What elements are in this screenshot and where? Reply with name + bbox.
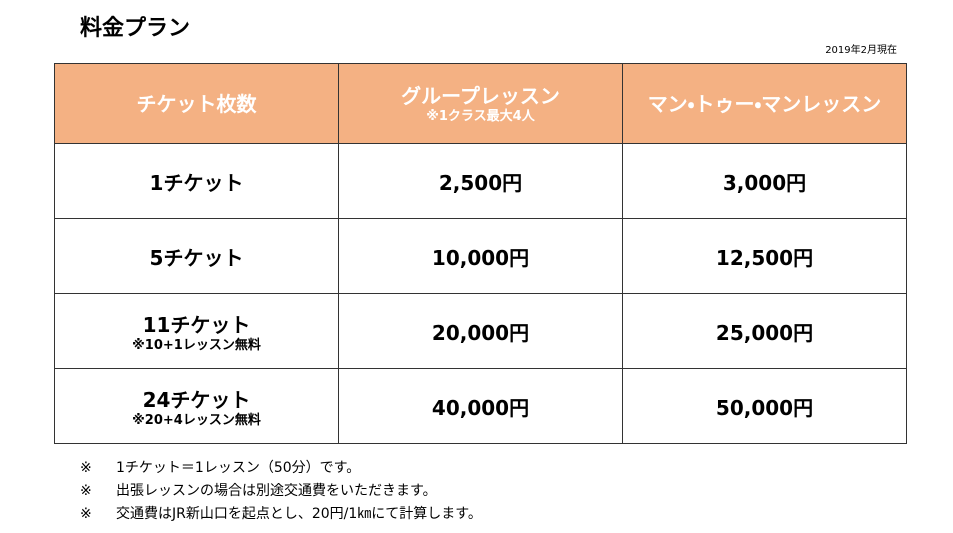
- header-text: グループレッスン: [401, 83, 560, 108]
- table-row: 5チケット 10,000円 12,500円: [54, 218, 907, 294]
- private-price: 50,000円: [622, 368, 907, 444]
- private-price: 3,000円: [622, 143, 907, 219]
- private-price: 25,000円: [622, 293, 907, 369]
- page-title: 料金プラン: [80, 16, 191, 41]
- footnote: ※ 出張レッスンの場合は別途交通費をいただきます。: [80, 480, 482, 503]
- ticket-cell: 1チケット: [54, 143, 339, 219]
- group-price: 20,000円: [338, 293, 623, 369]
- header-cell: チケット枚数: [54, 63, 339, 144]
- date-note: 2019年2月現在: [825, 45, 897, 56]
- footnote-mark: ※: [80, 483, 92, 499]
- table-row: 24チケット ※20+4レッスン無料 40,000円 50,000円: [54, 368, 907, 444]
- ticket-label: 11チケット: [142, 312, 251, 337]
- table-row: 1チケット 2,500円 3,000円: [54, 143, 907, 219]
- ticket-label: 5チケット: [149, 245, 244, 270]
- footnote-text: 交通費はJR新山口を起点とし、20円/1㎞にて計算します。: [116, 506, 482, 522]
- header-note: ※1クラス最大4人: [426, 108, 535, 124]
- header-row: チケット枚数 グループレッスン ※1クラス最大4人 マン・トゥー・マンレッスン: [54, 63, 907, 144]
- ticket-cell: 11チケット ※10+1レッスン無料: [54, 293, 339, 369]
- footnote-text: 出張レッスンの場合は別途交通費をいただきます。: [116, 483, 437, 499]
- group-price: 10,000円: [338, 218, 623, 294]
- ticket-note: ※20+4レッスン無料: [132, 412, 261, 428]
- header-text: チケット枚数: [136, 91, 257, 116]
- private-price: 12,500円: [622, 218, 907, 294]
- header-cell: マン・トゥー・マンレッスン: [622, 63, 907, 144]
- header-text: マン・トゥー・マンレッスン: [647, 91, 882, 116]
- footnote-text: 1チケット＝1レッスン（50分）です。: [116, 460, 361, 476]
- ticket-cell: 24チケット ※20+4レッスン無料: [54, 368, 339, 444]
- table-body: 1チケット 2,500円 3,000円 5チケット 10,000円 12,500円 11チケ…: [54, 143, 907, 444]
- ticket-label: 1チケット: [149, 170, 244, 195]
- header-cell: グループレッスン ※1クラス最大4人: [338, 63, 623, 144]
- footnote: ※ 交通費はJR新山口を起点とし、20円/1㎞にて計算します。: [80, 503, 482, 526]
- ticket-cell: 5チケット: [54, 218, 339, 294]
- price-table: チケット枚数 グループレッスン ※1クラス最大4人 マン・トゥー・マンレッスン 1チケ…: [54, 63, 907, 444]
- footnote: ※ 1チケット＝1レッスン（50分）です。: [80, 457, 482, 480]
- footnotes: ※ 1チケット＝1レッスン（50分）です。 ※ 出張レッスンの場合は別途交通費をいただ…: [80, 457, 482, 526]
- group-price: 40,000円: [338, 368, 623, 444]
- footnote-mark: ※: [80, 506, 92, 522]
- ticket-note: ※10+1レッスン無料: [132, 337, 261, 353]
- ticket-label: 24チケット: [142, 387, 251, 412]
- table-row: 11チケット ※10+1レッスン無料 20,000円 25,000円: [54, 293, 907, 369]
- footnote-mark: ※: [80, 460, 92, 476]
- group-price: 2,500円: [338, 143, 623, 219]
